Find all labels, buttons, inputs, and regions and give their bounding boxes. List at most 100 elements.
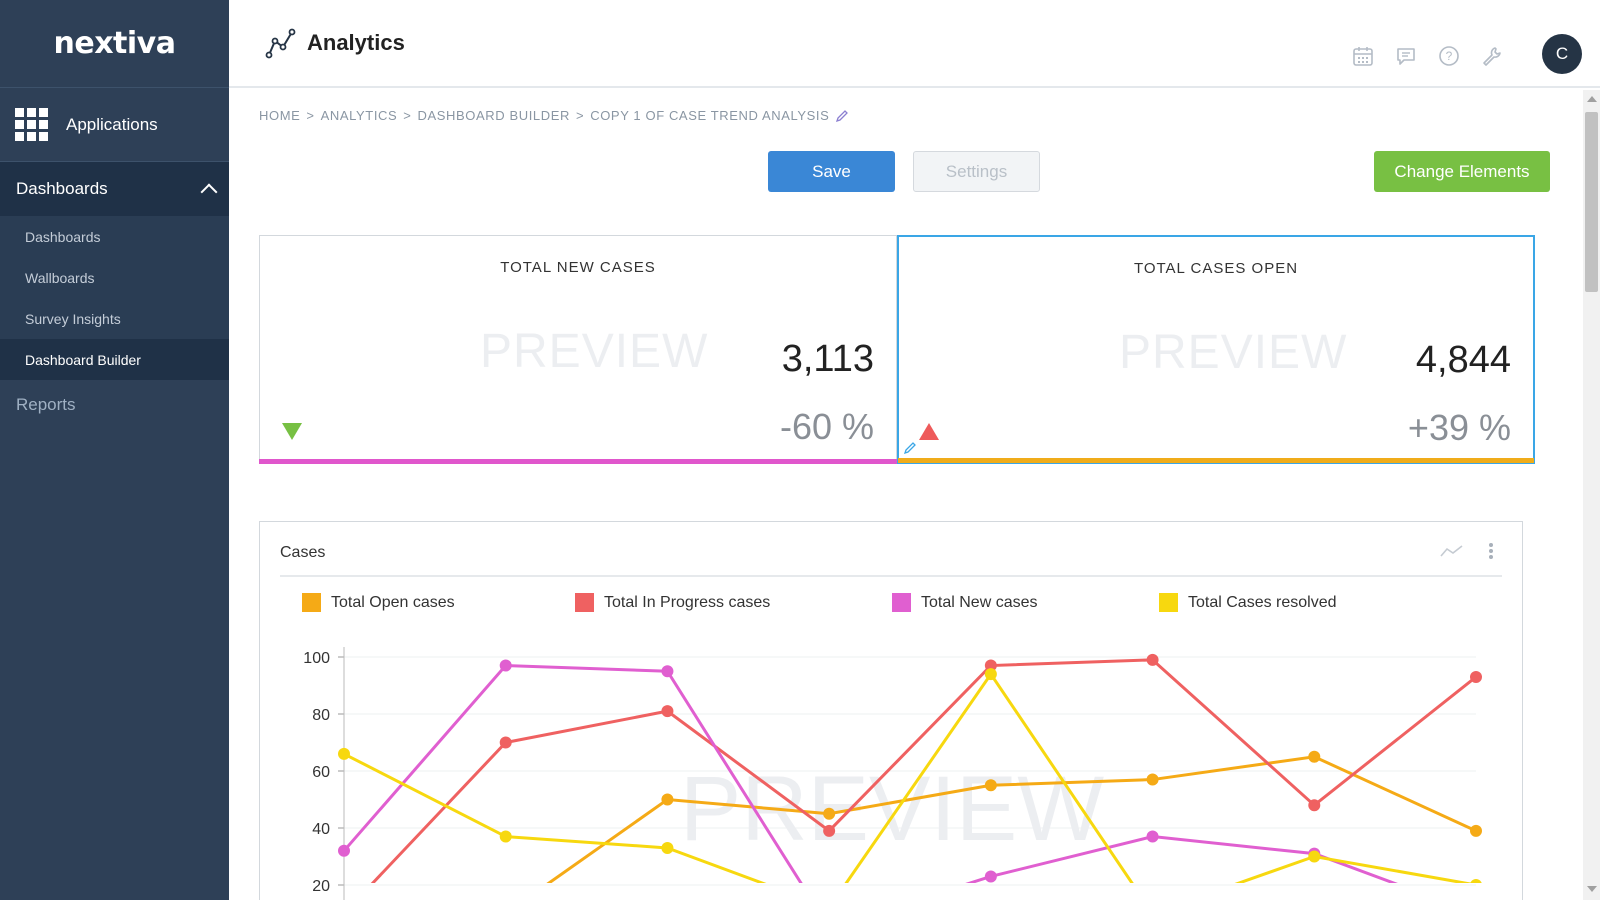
sidebar-item-dashboard-builder[interactable]: Dashboard Builder — [0, 339, 229, 380]
data-point[interactable] — [338, 747, 350, 760]
brand-logo[interactable]: nextiva — [0, 0, 229, 88]
y-tick-label: 20 — [312, 878, 330, 895]
vertical-scrollbar[interactable] — [1583, 90, 1600, 900]
chart-title: Cases — [280, 544, 326, 561]
chart-tools — [1440, 542, 1494, 560]
breadcrumb-home[interactable]: HOME — [259, 108, 301, 123]
kpi-change: +39 % — [1407, 407, 1511, 448]
data-point[interactable] — [1308, 850, 1321, 863]
more-options-icon[interactable] — [1488, 542, 1494, 560]
y-tick-label: 40 — [312, 821, 330, 838]
legend-item-in-progress[interactable]: Total In Progress cases — [575, 593, 892, 612]
settings-button[interactable]: Settings — [913, 151, 1040, 192]
main-content: HOME > ANALYTICS > DASHBOARD BUILDER > C… — [229, 90, 1583, 900]
data-point[interactable] — [338, 844, 350, 857]
top-bar: Analytics ? C — [229, 0, 1600, 88]
applications-menu[interactable]: Applications — [0, 88, 229, 162]
data-point[interactable] — [1470, 670, 1482, 683]
data-point[interactable] — [823, 824, 836, 837]
page-title: Analytics — [307, 30, 405, 55]
chat-icon[interactable] — [1394, 44, 1418, 68]
data-point[interactable] — [661, 665, 674, 678]
scroll-up-arrow-icon[interactable] — [1587, 96, 1597, 102]
data-point[interactable] — [1470, 824, 1482, 837]
legend-swatch — [892, 593, 911, 612]
scroll-down-arrow-icon[interactable] — [1587, 886, 1597, 892]
logo-text: nextiva — [53, 26, 176, 61]
legend-swatch — [302, 593, 321, 612]
series-line[interactable] — [344, 755, 1477, 900]
kpi-accent-bar — [259, 459, 897, 464]
y-tick-label: 100 — [303, 650, 330, 667]
sidebar-item-wallboards[interactable]: Wallboards — [25, 269, 95, 286]
data-point[interactable] — [1470, 879, 1482, 891]
legend-swatch — [1159, 593, 1178, 612]
sidebar: nextiva Applications Dashboards Dashboar… — [0, 0, 229, 900]
y-tick-label: 80 — [312, 707, 330, 724]
series-line[interactable] — [343, 671, 1476, 900]
data-point[interactable] — [661, 705, 674, 718]
edit-pencil-icon[interactable] — [903, 441, 917, 455]
legend-item-resolved[interactable]: Total Cases resolved — [1159, 593, 1337, 612]
top-icons: ? C — [1332, 34, 1582, 74]
trend-up-icon — [919, 423, 939, 440]
dashboards-section-label: Dashboards — [16, 179, 108, 198]
data-point[interactable] — [1146, 830, 1159, 843]
kpi-card-total-new-cases[interactable]: TOTAL NEW CASES PREVIEW 3,113 -60 % — [259, 235, 897, 464]
help-icon[interactable]: ? — [1437, 44, 1461, 68]
dashboards-section-toggle[interactable]: Dashboards — [0, 162, 229, 216]
breadcrumb-separator: > — [306, 108, 315, 123]
kpi-title: TOTAL CASES OPEN — [1133, 260, 1299, 277]
sidebar-item-survey-insights[interactable]: Survey Insights — [25, 310, 121, 327]
legend-label: Total New cases — [921, 593, 1038, 611]
edit-pencil-icon[interactable] — [835, 109, 849, 123]
data-point[interactable] — [823, 807, 836, 820]
dashboards-submenu: Dashboards Wallboards Survey Insights Da… — [0, 216, 229, 380]
legend-label: Total Open cases — [331, 593, 455, 611]
legend-swatch — [575, 593, 594, 612]
line-chart-type-icon[interactable] — [1440, 544, 1464, 558]
breadcrumb-dashboard-builder[interactable]: DASHBOARD BUILDER — [417, 108, 571, 123]
data-point[interactable] — [984, 659, 997, 672]
wrench-icon[interactable] — [1480, 44, 1504, 68]
save-button[interactable]: Save — [768, 151, 895, 192]
data-point[interactable] — [1146, 773, 1159, 786]
data-point[interactable] — [499, 659, 512, 672]
data-point[interactable] — [984, 779, 997, 792]
kpi-accent-bar — [898, 458, 1534, 463]
data-point[interactable] — [499, 830, 512, 843]
kpi-card-total-cases-open[interactable]: TOTAL CASES OPEN PREVIEW 4,844 +39 % — [897, 235, 1535, 464]
cases-line-chart: 100 80 60 40 20 PREVIEW — [303, 647, 1482, 900]
trend-down-icon — [282, 423, 302, 440]
chart-legend: Total Open cases Total In Progress cases… — [302, 593, 1337, 612]
data-point[interactable] — [984, 668, 997, 681]
sidebar-item-reports[interactable]: Reports — [16, 395, 76, 414]
data-point[interactable] — [984, 870, 997, 883]
svg-text:?: ? — [1446, 49, 1453, 63]
scroll-thumb[interactable] — [1585, 112, 1598, 292]
change-elements-button[interactable]: Change Elements — [1374, 151, 1550, 192]
data-point[interactable] — [1308, 750, 1321, 763]
data-point[interactable] — [1146, 653, 1159, 666]
user-avatar[interactable]: C — [1542, 34, 1582, 74]
breadcrumb-analytics[interactable]: ANALYTICS — [320, 108, 398, 123]
y-tick-label: 60 — [312, 764, 330, 781]
data-point[interactable] — [661, 841, 674, 854]
calendar-icon[interactable] — [1351, 44, 1375, 68]
chart-divider — [280, 575, 1502, 577]
breadcrumb-separator: > — [403, 108, 412, 123]
preview-watermark: PREVIEW — [1119, 326, 1348, 379]
preview-watermark: PREVIEW — [480, 325, 709, 378]
apps-grid-icon — [15, 108, 48, 141]
series-line[interactable] — [342, 664, 1476, 900]
kpi-value: 4,844 — [1415, 339, 1511, 381]
series-line[interactable] — [344, 658, 1477, 900]
data-point[interactable] — [661, 793, 674, 806]
kpi-value: 3,113 — [781, 338, 874, 380]
legend-item-new[interactable]: Total New cases — [892, 593, 1159, 612]
applications-label: Applications — [66, 114, 158, 134]
sidebar-item-dashboards[interactable]: Dashboards — [25, 228, 101, 245]
data-point[interactable] — [1308, 799, 1321, 812]
data-point[interactable] — [499, 736, 512, 749]
legend-item-open[interactable]: Total Open cases — [302, 593, 575, 612]
